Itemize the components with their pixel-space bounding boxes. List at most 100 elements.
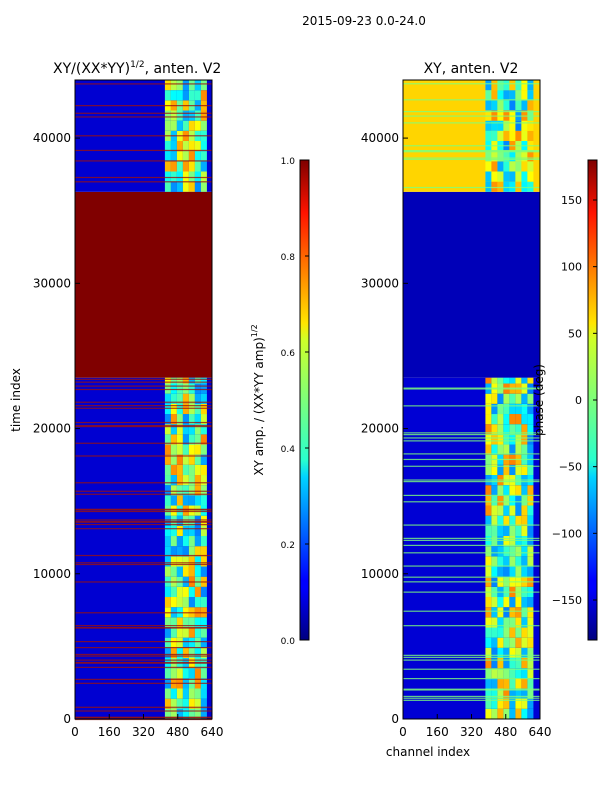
- amplitude-streak-line: [75, 627, 212, 629]
- amplitude-signal-cell: [176, 525, 183, 537]
- amplitude-signal-cell: [176, 708, 183, 719]
- amplitude-signal-cell: [194, 688, 201, 699]
- phase-signal-cell: [527, 171, 534, 182]
- phase-signal-cell: [503, 668, 510, 679]
- phase-signal-cell: [515, 708, 522, 719]
- phase-signal-cell: [497, 414, 504, 425]
- phase-signal-cell: [527, 525, 534, 537]
- amplitude-signal-cell: [182, 393, 189, 404]
- phase-signal-cell: [521, 464, 528, 476]
- phase-signal-cell: [485, 515, 492, 526]
- amplitude-signal-cell: [200, 80, 207, 91]
- phase-signal-cell: [503, 536, 510, 547]
- phase-signal-cell: [515, 688, 522, 699]
- amplitude-signal-cell: [194, 110, 201, 121]
- phase-signal-cell: [497, 434, 504, 445]
- phase-signal-cell: [527, 556, 534, 567]
- amplitude-streak-line: [75, 509, 212, 511]
- phase-signal-cell: [503, 515, 510, 526]
- phase-signal-cell: [491, 647, 498, 659]
- amplitude-streak-line: [75, 135, 212, 137]
- amplitude-signal-cell: [188, 515, 195, 526]
- phase-signal-cell: [509, 505, 516, 516]
- phase-signal-cell: [515, 434, 522, 445]
- phase-signal-cell: [509, 181, 516, 192]
- amplitude-signal-cell: [200, 637, 207, 648]
- phase-signal-cell: [485, 597, 492, 608]
- amplitude-colorbar-label: XY amp. / (XX*YY amp)1/2: [250, 324, 266, 475]
- phase-signal-cell: [521, 617, 528, 628]
- phase-colorbar-tick-label: 0: [575, 394, 582, 407]
- phase-signal-cell: [521, 678, 528, 689]
- amplitude-signal-cell: [182, 181, 189, 192]
- phase-signal-cell: [515, 171, 522, 182]
- phase-signal-cell: [509, 688, 516, 699]
- phase-signal-cell: [521, 515, 528, 526]
- amplitude-signal-cell: [176, 597, 183, 608]
- amplitude-signal-cell: [164, 698, 171, 709]
- amplitude-streak-line: [75, 425, 212, 427]
- amplitude-signal-cell: [182, 424, 189, 435]
- phase-streak-line: [403, 689, 540, 691]
- phase-signal-cell: [527, 546, 534, 557]
- phase-signal-cell: [503, 393, 510, 404]
- phase-signal-cell: [491, 536, 498, 547]
- phase-signal-cell: [497, 627, 504, 638]
- amplitude-signal-cell: [176, 171, 183, 182]
- phase-signal-cell: [491, 556, 498, 567]
- amplitude-signal-cell: [170, 171, 177, 182]
- amplitude-signal-cell: [164, 151, 171, 162]
- phase-signal-cell: [485, 171, 492, 182]
- amplitude-streak-line: [75, 482, 212, 484]
- amplitude-signal-cell: [182, 597, 189, 608]
- amplitude-signal-cell: [164, 444, 171, 455]
- channel-axis-label: channel index: [386, 745, 470, 759]
- phase-signal-cell: [485, 525, 492, 537]
- phase-signal-cell: [491, 617, 498, 628]
- phase-signal-cell: [527, 151, 534, 162]
- amplitude-signal-cell: [182, 414, 189, 425]
- amplitude-signal-cell: [164, 617, 171, 628]
- amplitude-y-tick-label: 10000: [33, 567, 71, 581]
- phase-signal-cell: [515, 607, 522, 618]
- phase-signal-cell: [491, 151, 498, 162]
- phase-signal-cell: [521, 637, 528, 648]
- phase-streak-line: [403, 501, 540, 503]
- amplitude-streak-line: [75, 112, 212, 114]
- amplitude-signal-cell: [170, 475, 177, 486]
- phase-signal-cell: [497, 678, 504, 689]
- phase-signal-cell: [509, 403, 516, 415]
- phase-signal-cell: [497, 546, 504, 557]
- amplitude-streak-line: [75, 710, 212, 712]
- phase-signal-cell: [485, 485, 492, 496]
- phase-streak-line: [403, 83, 540, 85]
- phase-signal-cell: [521, 161, 528, 172]
- amplitude-signal-cell: [164, 110, 171, 121]
- phase-signal-cell: [527, 90, 534, 101]
- amplitude-signal-cell: [170, 80, 177, 91]
- phase-signal-cell: [509, 100, 516, 111]
- phase-signal-cell: [497, 464, 504, 476]
- phase-signal-cell: [515, 120, 522, 131]
- amplitude-signal-cell: [170, 151, 177, 162]
- phase-signal-cell: [491, 627, 498, 638]
- phase-signal-cell: [491, 120, 498, 131]
- amplitude-signal-cell: [182, 688, 189, 699]
- phase-signal-cell: [527, 414, 534, 425]
- phase-signal-cell: [521, 688, 528, 699]
- amplitude-signal-cell: [188, 424, 195, 435]
- amplitude-signal-cell: [170, 566, 177, 577]
- amplitude-signal-cell: [170, 161, 177, 172]
- amplitude-signal-cell: [200, 597, 207, 608]
- phase-signal-cell: [521, 505, 528, 516]
- phase-signal-cell: [527, 434, 534, 445]
- phase-signal-cell: [485, 393, 492, 404]
- phase-signal-cell: [509, 607, 516, 618]
- amplitude-signal-cell: [182, 90, 189, 101]
- amplitude-streak-line: [75, 510, 212, 513]
- amplitude-signal-cell: [182, 383, 189, 394]
- phase-signal-cell: [503, 100, 510, 111]
- amplitude-signal-cell: [188, 597, 195, 608]
- phase-signal-cell: [491, 505, 498, 516]
- amplitude-signal-cell: [164, 597, 171, 608]
